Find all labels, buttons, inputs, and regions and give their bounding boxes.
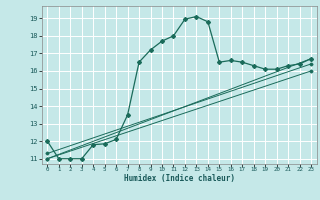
X-axis label: Humidex (Indice chaleur): Humidex (Indice chaleur) bbox=[124, 174, 235, 183]
